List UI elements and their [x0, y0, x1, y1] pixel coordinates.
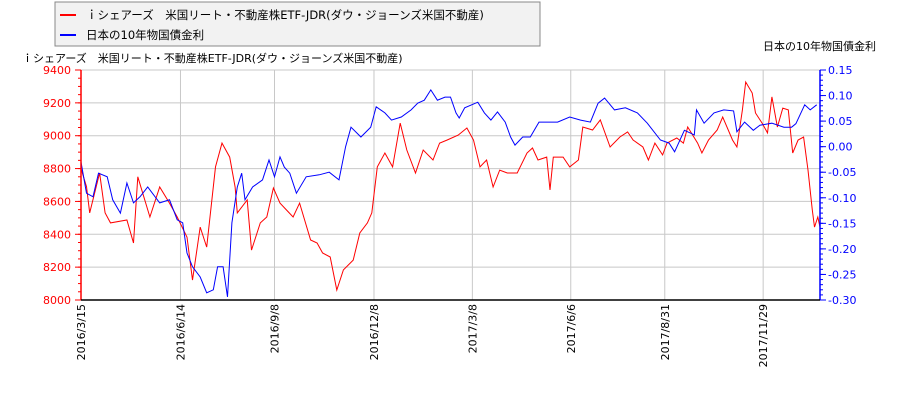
axes: 8000 8200 8400 8600 8800 9000 9200 9400 -0.30 -0.…: [43, 64, 856, 367]
right-tick-label: -0.30: [828, 294, 856, 307]
left-tick-label: 9000: [43, 130, 71, 143]
left-tick-label: 9200: [43, 97, 71, 110]
left-axis-label: ｉシェアーズ 米国リート・不動産株ETF-JDR(ダウ・ジョーンズ米国不動産): [22, 51, 403, 65]
x-tick-label: 2016/12/8: [368, 304, 381, 360]
left-tick-label: 8200: [43, 261, 71, 274]
right-tick-label: 0.10: [828, 90, 853, 103]
right-tick-label: -0.05: [828, 166, 856, 179]
legend-label-jgb: 日本の10年物国債金利: [86, 28, 204, 42]
left-tick-label: 8000: [43, 294, 71, 307]
x-tick-label: 2016/9/8: [268, 304, 281, 353]
right-tick-label: -0.25: [828, 268, 856, 281]
left-tick-label: 8400: [43, 228, 71, 241]
left-tick-label: 8800: [43, 163, 71, 176]
legend-label-reit: ｉシェアーズ 米国リート・不動産株ETF-JDR(ダウ・ジョーンズ米国不動産): [86, 8, 484, 22]
x-tick-label: 2016/3/15: [75, 304, 88, 360]
left-tick-label: 8600: [43, 195, 71, 208]
right-tick-label: 0.05: [828, 115, 853, 128]
right-tick-label: 0.00: [828, 141, 853, 154]
right-tick-label: 0.15: [828, 64, 853, 77]
left-tick-label: 9400: [43, 64, 71, 77]
legend-box: [54, 1, 541, 47]
grid: [80, 69, 820, 301]
reit-etf-line: [80, 80, 821, 292]
jgb-10y-yield-line: [80, 88, 818, 297]
x-tick-label: 2017/8/31: [659, 304, 672, 360]
x-tick-label: 2017/3/8: [466, 304, 479, 353]
right-tick-label: -0.15: [828, 217, 856, 230]
right-tick-label: -0.20: [828, 243, 856, 256]
legend: ｉシェアーズ 米国リート・不動産株ETF-JDR(ダウ・ジョーンズ米国不動産) …: [54, 1, 541, 47]
right-tick-label: -0.10: [828, 192, 856, 205]
x-tick-label: 2017/11/29: [757, 304, 770, 367]
x-tick-label: 2017/6/6: [565, 304, 578, 353]
series-group: [80, 80, 821, 297]
right-axis-label: 日本の10年物国債金利: [763, 39, 876, 53]
x-tick-label: 2016/6/14: [174, 304, 187, 360]
